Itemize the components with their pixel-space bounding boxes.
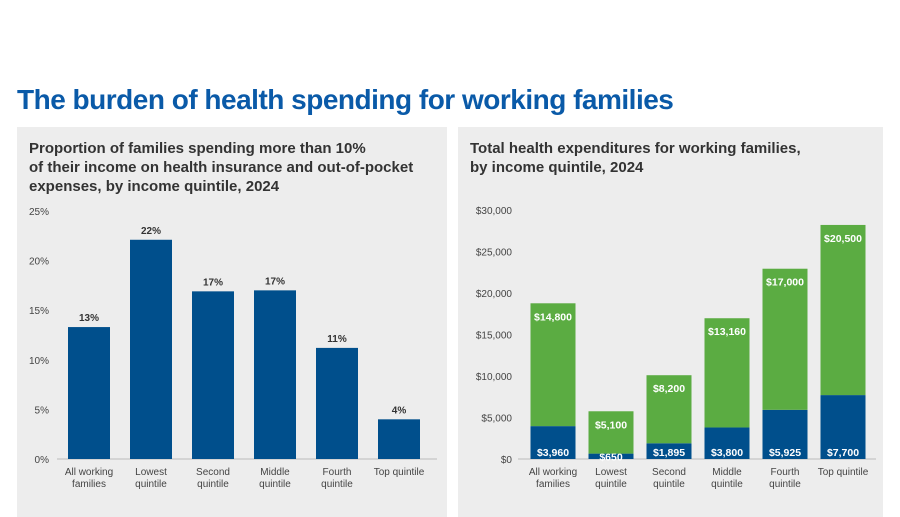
bar — [316, 347, 358, 459]
x-tick-label: Second — [652, 467, 686, 478]
y-tick-label: $10,000 — [476, 372, 513, 383]
x-tick-label: quintile — [653, 479, 685, 490]
x-tick-label: Middle — [712, 467, 742, 478]
title-line: Proportion of families spending more tha… — [29, 140, 366, 157]
x-tick-label: quintile — [135, 479, 167, 490]
x-tick-label: Second — [196, 467, 230, 478]
y-tick-label: $25,000 — [476, 248, 513, 259]
x-tick-label: Middle — [260, 467, 290, 478]
data-label: 17% — [265, 276, 285, 287]
y-tick-label: 5% — [35, 405, 50, 416]
y-tick-label: 0% — [35, 455, 50, 466]
data-label: $17,000 — [766, 277, 804, 289]
bar-segment — [762, 268, 808, 410]
bar-segment — [704, 427, 750, 459]
title-line: by income quintile, 2024 — [470, 159, 644, 176]
bar — [68, 327, 110, 459]
x-tick-label: quintile — [259, 479, 291, 490]
y-tick-label: $5,000 — [481, 414, 512, 425]
bar-segment — [704, 318, 750, 428]
y-tick-label: 25% — [29, 207, 49, 218]
bar-segment — [530, 426, 576, 459]
x-tick-label: families — [72, 479, 106, 490]
data-label: 11% — [327, 334, 347, 345]
left-chart-panel: Proportion of families spending more tha… — [17, 127, 447, 517]
left-chart-title: Proportion of families spending more tha… — [29, 139, 413, 196]
y-tick-label: 10% — [29, 356, 49, 367]
y-tick-label: 15% — [29, 306, 49, 317]
y-tick-label: $30,000 — [476, 206, 513, 217]
bar-segment — [820, 224, 866, 396]
x-tick-label: Top quintile — [374, 467, 425, 478]
x-tick-label: quintile — [321, 479, 353, 490]
bar-segment — [820, 395, 866, 459]
x-tick-label: All working — [529, 467, 577, 478]
data-label: $5,100 — [595, 419, 627, 431]
y-tick-label: 20% — [29, 257, 49, 268]
right-chart-panel: Total health expenditures for working fa… — [458, 127, 883, 517]
bar-segment — [530, 303, 576, 427]
x-tick-label: All working — [65, 467, 113, 478]
x-tick-label: Lowest — [135, 467, 167, 478]
right-chart-title: Total health expenditures for working fa… — [470, 139, 801, 177]
title-line: expenses, by income quintile, 2024 — [29, 178, 280, 195]
data-label: $14,800 — [534, 311, 572, 323]
x-tick-label: families — [536, 479, 570, 490]
bar — [254, 290, 296, 459]
data-label: 13% — [79, 313, 99, 324]
x-tick-label: quintile — [595, 479, 627, 490]
x-tick-label: quintile — [769, 479, 801, 490]
data-label: $1,895 — [653, 447, 685, 459]
page-title: The burden of health spending for workin… — [17, 84, 674, 115]
bar-segment — [646, 375, 692, 444]
data-label: $3,800 — [711, 447, 743, 459]
bar — [192, 291, 234, 459]
title-line: Total health expenditures for working fa… — [470, 140, 801, 157]
data-label: $13,160 — [708, 326, 746, 338]
bar-segment — [588, 453, 634, 459]
y-tick-label: $20,000 — [476, 289, 513, 300]
data-label: 4% — [392, 405, 407, 416]
data-label: $20,500 — [824, 233, 862, 245]
bar — [378, 419, 420, 459]
data-label: $8,200 — [653, 383, 685, 395]
data-label: 17% — [203, 277, 223, 288]
data-label: 22% — [141, 226, 161, 237]
x-tick-label: Lowest — [595, 467, 627, 478]
bar-segment — [762, 409, 808, 459]
right-chart: $0 $5,000 $10,000 $15,000 $20,000 $25,000 $30,… — [476, 206, 876, 490]
x-tick-label: quintile — [197, 479, 229, 490]
y-tick-label: $15,000 — [476, 331, 513, 342]
data-label: $3,960 — [537, 447, 569, 459]
data-label: $7,700 — [827, 447, 859, 459]
bar-segment — [588, 411, 634, 454]
bar — [130, 239, 172, 459]
data-label: $650 — [599, 451, 623, 463]
data-label: $5,925 — [769, 447, 801, 459]
x-tick-label: quintile — [711, 479, 743, 490]
bar-segment — [646, 443, 692, 459]
x-tick-label: Fourth — [323, 467, 352, 478]
x-tick-label: Fourth — [771, 467, 800, 478]
y-tick-label: $0 — [501, 455, 513, 466]
x-tick-label: Top quintile — [818, 467, 869, 478]
title-line: of their income on health insurance and … — [29, 159, 414, 176]
